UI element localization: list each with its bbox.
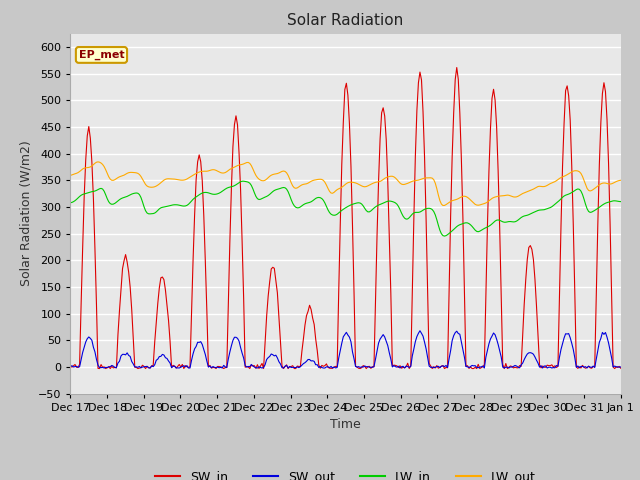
LW_in: [589, 208, 597, 214]
SW_out: [260, 365, 268, 371]
LW_in: [230, 183, 238, 189]
SW_out: [136, 363, 143, 369]
LW_out: [439, 203, 447, 208]
Y-axis label: Solar Radiation (W/m2): Solar Radiation (W/m2): [19, 141, 33, 287]
LW_out: [617, 178, 625, 183]
LW_in: [260, 195, 268, 201]
SW_in: [67, 363, 74, 369]
LW_out: [260, 178, 268, 184]
Line: LW_out: LW_out: [70, 162, 621, 205]
LW_out: [67, 172, 74, 178]
SW_in: [453, 65, 461, 71]
LW_in: [240, 178, 248, 184]
LW_in: [67, 200, 74, 205]
LW_in: [308, 198, 316, 204]
SW_out: [308, 358, 316, 364]
SW_in: [260, 366, 268, 372]
LW_out: [589, 187, 597, 192]
LW_in: [617, 199, 625, 204]
Line: SW_in: SW_in: [70, 68, 621, 369]
SW_out: [67, 364, 74, 370]
SW_out: [100, 365, 108, 371]
LW_out: [136, 171, 143, 177]
X-axis label: Time: Time: [330, 418, 361, 431]
LW_out: [250, 169, 258, 175]
SW_out: [617, 364, 625, 370]
Text: EP_met: EP_met: [79, 50, 124, 60]
Line: SW_out: SW_out: [70, 331, 621, 368]
LW_in: [134, 191, 141, 196]
SW_in: [617, 365, 625, 371]
LW_out: [232, 163, 240, 169]
SW_in: [96, 366, 104, 372]
SW_in: [250, 363, 258, 369]
LW_in: [250, 190, 258, 196]
Legend: SW_in, SW_out, LW_in, LW_out: SW_in, SW_out, LW_in, LW_out: [150, 465, 541, 480]
SW_out: [232, 335, 240, 340]
SW_in: [308, 315, 316, 321]
Title: Solar Radiation: Solar Radiation: [287, 13, 404, 28]
Line: LW_in: LW_in: [70, 181, 621, 236]
SW_out: [416, 328, 424, 334]
LW_out: [94, 159, 102, 165]
SW_in: [232, 113, 240, 119]
SW_in: [136, 365, 143, 371]
SW_out: [589, 363, 597, 369]
SW_in: [589, 364, 597, 370]
SW_out: [250, 364, 258, 370]
LW_in: [441, 233, 449, 239]
LW_out: [308, 178, 316, 183]
